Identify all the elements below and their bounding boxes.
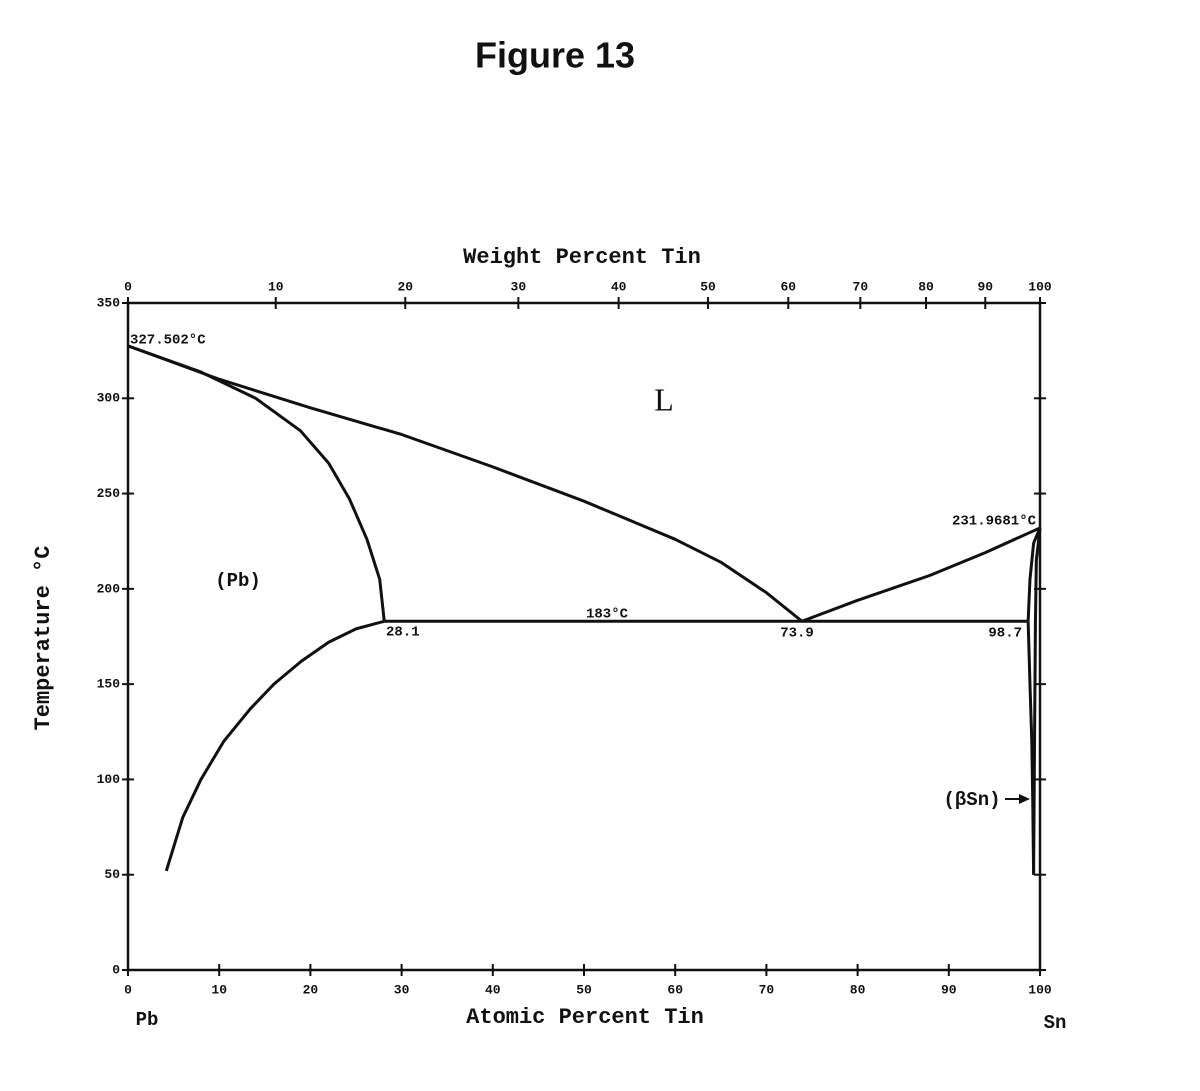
phase-boundary: [801, 526, 1041, 623]
annotation: 73.9: [780, 626, 814, 642]
x-tick-label: 70: [759, 982, 775, 997]
annotation: Sn: [1044, 1012, 1067, 1034]
annotation: 98.7: [988, 626, 1022, 642]
annotation: 28.1: [386, 625, 420, 641]
y-tick-label: 350: [97, 295, 121, 310]
x2-tick-label: 100: [1028, 279, 1052, 294]
x-tick-label: 0: [124, 982, 132, 997]
x-tick-label: 90: [941, 982, 957, 997]
x-tick-label: 10: [211, 982, 227, 997]
annotation: (Pb): [215, 570, 261, 592]
x-tick-label: 60: [667, 982, 683, 997]
x2-tick-label: 0: [124, 279, 132, 294]
annotation: 231.9681°C: [952, 514, 1037, 530]
annotation: L: [654, 381, 674, 417]
x2-axis-title: Weight Percent Tin: [463, 245, 701, 270]
annotation: (βSn): [943, 789, 1000, 811]
y-tick-label: 250: [97, 486, 121, 501]
phase-boundary: [127, 344, 803, 623]
x-tick-label: 20: [303, 982, 319, 997]
x-axis-title: Atomic Percent Tin: [466, 1005, 704, 1030]
x2-tick-label: 60: [780, 279, 796, 294]
x2-tick-label: 70: [853, 279, 869, 294]
y-tick-label: 0: [112, 962, 120, 977]
x2-tick-label: 50: [700, 279, 716, 294]
x2-tick-label: 80: [918, 279, 934, 294]
x2-tick-label: 40: [611, 279, 627, 294]
phase-boundary: [164, 619, 385, 872]
arrow-head: [1019, 794, 1030, 804]
x2-tick-label: 20: [397, 279, 413, 294]
phase-boundary: [127, 344, 386, 622]
y-tick-label: 150: [97, 677, 121, 692]
annotation: 327.502°C: [130, 333, 206, 349]
phase-boundary: [1026, 527, 1042, 622]
x2-tick-label: 30: [511, 279, 527, 294]
annotation: 183°C: [586, 607, 629, 623]
chart-title: Figure 13: [475, 35, 635, 76]
y-tick-label: 50: [104, 867, 120, 882]
x2-tick-label: 10: [268, 279, 284, 294]
y-tick-label: 200: [97, 581, 121, 596]
y-tick-label: 100: [97, 772, 121, 787]
x-tick-label: 40: [485, 982, 501, 997]
phase-boundary: [1032, 527, 1042, 875]
x2-tick-label: 90: [977, 279, 993, 294]
x-tick-label: 50: [576, 982, 592, 997]
y-axis-title: Temperature °C: [31, 546, 56, 731]
x-tick-label: 80: [850, 982, 866, 997]
x-tick-label: 30: [394, 982, 410, 997]
x-tick-label: 100: [1028, 982, 1052, 997]
y-tick-label: 300: [97, 391, 121, 406]
annotation: Pb: [136, 1009, 159, 1031]
